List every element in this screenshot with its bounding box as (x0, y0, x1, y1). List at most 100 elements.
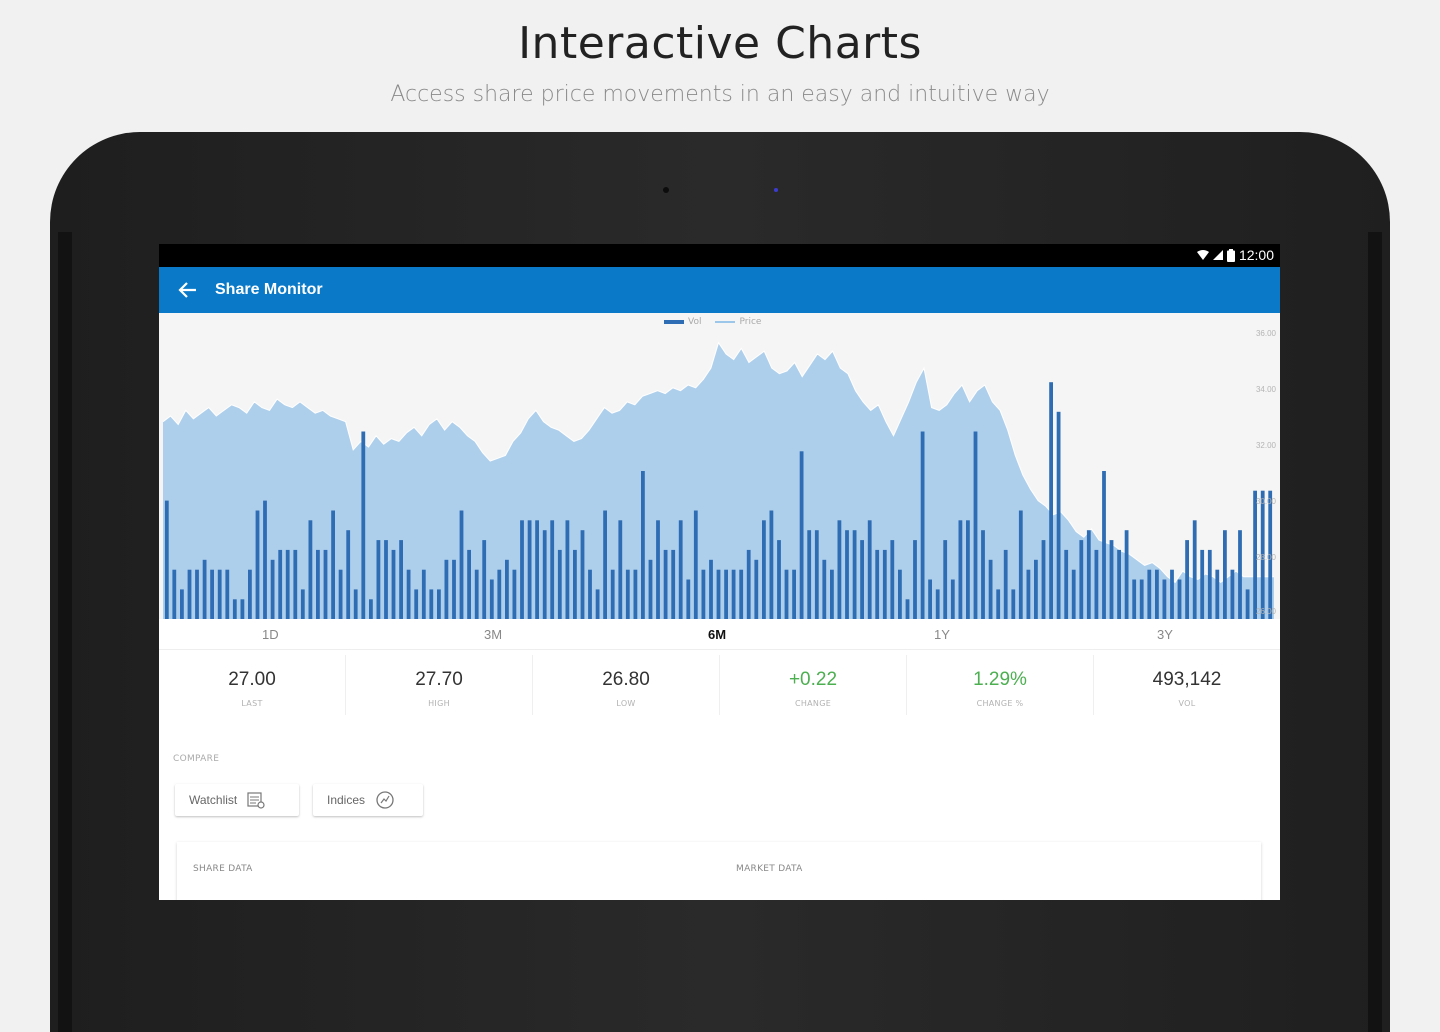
hero-title: Interactive Charts (518, 18, 922, 69)
volume-bar (164, 500, 169, 619)
volume-bar (187, 569, 192, 619)
tab-3m[interactable]: 3M (484, 627, 503, 642)
tab-3y[interactable]: 3Y (1157, 627, 1173, 642)
status-bar: 12:00 (159, 244, 1280, 267)
wifi-icon (1196, 250, 1209, 260)
volume-bar (248, 569, 252, 619)
volume-bar (716, 569, 721, 619)
volume-bar (497, 569, 502, 619)
volume-bar (807, 530, 812, 619)
volume-bar (1132, 579, 1137, 619)
volume-bar (580, 530, 585, 619)
stat-volume: 493,142 VOL (1094, 655, 1280, 715)
arrow-left-icon (178, 282, 196, 298)
volume-bar (1170, 569, 1174, 619)
range-tabs: 1D 3M 6M 1Y 3Y (159, 619, 1280, 650)
back-button[interactable] (159, 267, 215, 313)
volume-bar (966, 520, 970, 619)
light-sensor (774, 188, 778, 192)
tab-1d[interactable]: 1D (262, 627, 279, 642)
volume-bar (391, 549, 396, 619)
volume-bar (656, 520, 660, 619)
volume-bar (792, 569, 796, 619)
volume-bar (1064, 549, 1069, 619)
y-tick: 36.00 (1255, 329, 1276, 338)
volume-bar (830, 569, 834, 619)
volume-bar (588, 569, 592, 619)
y-tick: 28.00 (1255, 553, 1276, 562)
volume-bar (1124, 530, 1129, 619)
volume-bar (255, 510, 260, 619)
y-tick: 30.00 (1255, 497, 1276, 506)
tab-1y[interactable]: 1Y (934, 627, 950, 642)
app-title: Share Monitor (215, 281, 323, 298)
stat-label: CHANGE (794, 699, 832, 708)
volume-bar (542, 530, 547, 619)
volume-bar (1041, 540, 1046, 619)
volume-bar (452, 559, 456, 619)
volume-bar (263, 500, 267, 619)
volume-bar (1185, 540, 1189, 619)
stat-value: 27.70 (415, 669, 463, 690)
volume-bar (512, 569, 517, 619)
volume-bar (1011, 589, 1016, 619)
front-camera (663, 187, 669, 193)
volume-bar (316, 549, 320, 619)
volume-bar (724, 569, 728, 619)
volume-bar (195, 569, 199, 619)
signal-icon (1212, 250, 1223, 260)
volume-bar (406, 569, 411, 619)
volume-bar (399, 540, 403, 619)
volume-bar (346, 530, 351, 619)
volume-bar (353, 589, 358, 619)
app-screen: 12:00 Share Monitor Vol Price 36.00 34.0… (159, 244, 1280, 900)
volume-bar (1177, 579, 1182, 619)
watchlist-label: Watchlist (189, 793, 238, 807)
chart-canvas[interactable] (159, 313, 1280, 619)
volume-bar (240, 599, 245, 619)
stat-last: 27.00 LAST (159, 655, 346, 715)
stat-label: LOW (616, 699, 636, 708)
volume-bar (1162, 579, 1167, 619)
volume-bar (762, 520, 766, 619)
volume-bar (898, 569, 902, 619)
price-volume-chart[interactable]: Vol Price 36.00 34.00 32.00 30.00 28.00 … (159, 313, 1280, 619)
legend-label-vol: Vol (688, 317, 702, 327)
tablet-edge-left (58, 232, 72, 1032)
volume-bar (293, 549, 298, 619)
volume-bar (799, 451, 804, 619)
battery-icon (1226, 248, 1235, 262)
volume-bar (361, 431, 366, 619)
volume-bar (890, 540, 895, 619)
stat-change-percent: 1.29% CHANGE % (907, 655, 1094, 715)
volume-bar (1238, 530, 1242, 619)
volume-bar (625, 569, 630, 619)
legend-item-price: Price (715, 317, 761, 327)
volume-bar (1139, 579, 1144, 619)
volume-bar (459, 510, 464, 619)
volume-bar (1102, 471, 1106, 619)
volume-bar (739, 569, 744, 619)
volume-bar (285, 549, 290, 619)
status-time: 12:00 (1238, 247, 1274, 263)
volume-bar (754, 559, 759, 619)
volume-bar (648, 559, 653, 619)
volume-bar (641, 471, 645, 619)
volume-bar (875, 549, 880, 619)
watchlist-button[interactable]: Watchlist (175, 784, 299, 816)
volume-bar (535, 520, 539, 619)
y-tick: 34.00 (1255, 385, 1276, 394)
tab-6m[interactable]: 6M (708, 627, 727, 642)
volume-bar (973, 431, 978, 619)
volume-bar (1086, 530, 1091, 619)
volume-bar (180, 589, 184, 619)
indices-button[interactable]: Indices (313, 784, 423, 816)
volume-bar (1192, 520, 1197, 619)
volume-bar (1245, 589, 1250, 619)
volume-bar (633, 569, 638, 619)
legend-swatch-vol (664, 320, 684, 324)
volume-bar (928, 579, 932, 619)
volume-bar (270, 559, 275, 619)
stat-value: 1.29% (973, 669, 1027, 690)
stat-value: 27.00 (228, 669, 276, 690)
